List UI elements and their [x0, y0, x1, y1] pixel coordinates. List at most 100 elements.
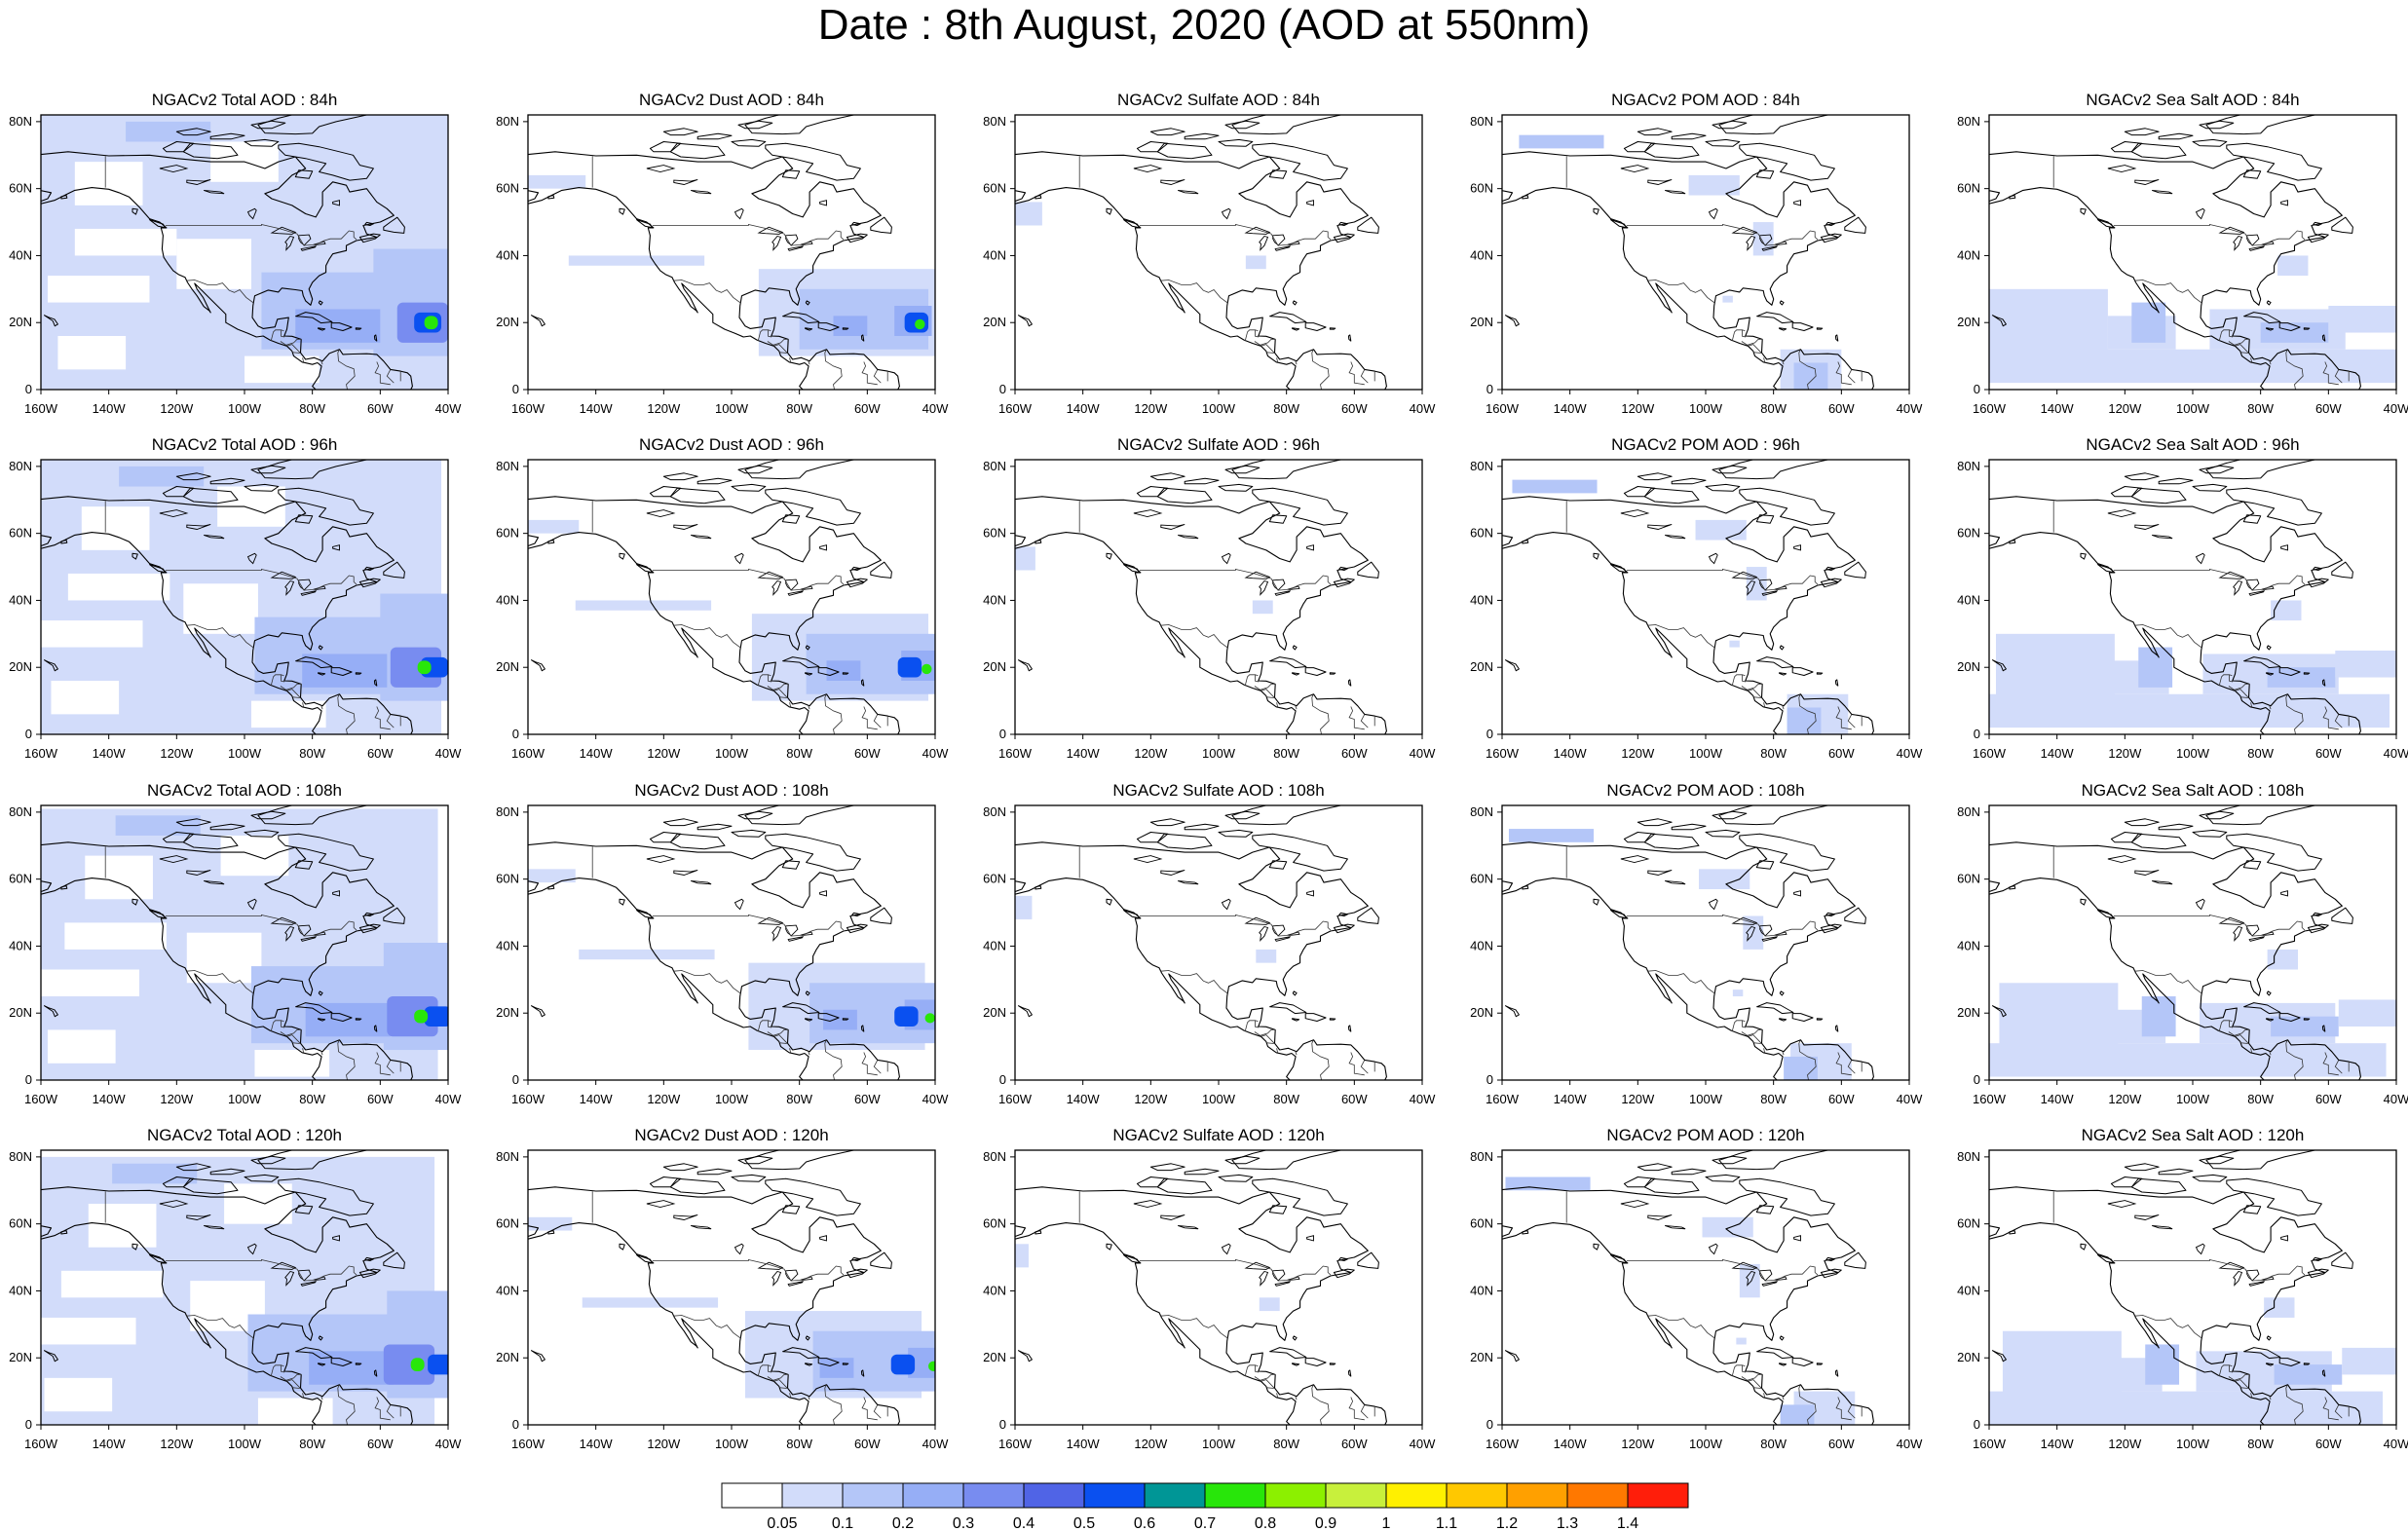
island-outline	[162, 832, 195, 843]
lat-tick-label: 0	[1486, 1417, 1493, 1432]
aod-region	[922, 663, 932, 675]
country-border	[1254, 683, 1276, 691]
country-border	[1782, 1396, 1785, 1400]
island-outline	[662, 1163, 698, 1172]
aod-region	[915, 318, 925, 330]
map-panel: NGACv2 Dust AOD : 96h 0 20N 40N 60N 80N 160W 14…	[496, 435, 949, 761]
lake-outline	[673, 178, 698, 185]
coastline	[1502, 1186, 1874, 1425]
country-border	[1781, 1427, 1791, 1429]
island-outline	[1816, 1018, 1824, 1021]
island-outline	[1136, 486, 1169, 498]
island-outline	[1705, 483, 1741, 492]
island-outline	[1712, 810, 1748, 820]
lake-outline	[1306, 200, 1314, 206]
island-outline	[737, 120, 773, 130]
lake-outline	[819, 544, 827, 551]
aod-map: NGACv2 Dust AOD : 96h 0 20N 40N 60N 80N 160W 14…	[496, 435, 949, 761]
lake-outline	[1178, 879, 1199, 885]
lat-tick-label: 20N	[9, 1005, 32, 1020]
island-outline	[2307, 578, 2329, 588]
island-outline	[1593, 1243, 1599, 1251]
island-outline	[1329, 1363, 1336, 1365]
country-border	[165, 223, 357, 246]
island-outline	[1292, 645, 1298, 651]
lat-tick-label: 40N	[983, 1283, 1006, 1297]
aod-region	[186, 932, 262, 984]
island-outline	[355, 1363, 362, 1365]
lon-tick-label: 120W	[1621, 1437, 1655, 1451]
island-outline	[1106, 552, 1112, 560]
lake-outline	[1665, 189, 1686, 195]
island-outline	[1791, 322, 1814, 331]
lat-tick-label: 40N	[983, 247, 1006, 262]
lon-tick-label: 40W	[2384, 1437, 2408, 1451]
country-border	[652, 914, 845, 937]
island-outline	[1712, 120, 1748, 130]
lat-tick-label: 80N	[1470, 804, 1493, 819]
island-outline	[1184, 823, 1220, 831]
lat-tick-label: 80N	[1957, 804, 1980, 819]
country-border	[779, 696, 787, 698]
country-border	[2229, 1020, 2234, 1028]
country-border	[186, 280, 254, 304]
island-outline	[2307, 1268, 2329, 1279]
island-outline	[737, 810, 773, 820]
island-outline	[278, 1177, 374, 1216]
lat-tick-label: 20N	[496, 315, 519, 329]
lake-outline	[300, 245, 318, 251]
country-border	[281, 1020, 285, 1028]
country-border	[1742, 329, 1747, 338]
aod-region	[528, 869, 576, 883]
aod-map: NGACv2 Total AOD : 96h 0 20N 40N 60N 80N 160W 1…	[9, 435, 462, 761]
aod-region	[2328, 306, 2396, 333]
lake-outline	[787, 1281, 805, 1287]
country-border	[2250, 702, 2252, 707]
map-panel: NGACv2 Dust AOD : 84h 0 20N 40N 60N 80N 160W 14…	[496, 91, 949, 416]
lat-tick-label: 80N	[9, 459, 32, 473]
lake-outline	[1647, 869, 1673, 876]
island-outline	[132, 207, 138, 215]
country-border	[1160, 1315, 1228, 1339]
lon-tick-label: 160W	[24, 746, 58, 761]
aod-region	[1752, 222, 1774, 256]
lat-tick-label: 20N	[1470, 1350, 1493, 1364]
country-border	[1255, 674, 1260, 683]
lake-outline	[332, 200, 340, 206]
country-border	[873, 1060, 882, 1074]
legend-bar: 0.05 0.1 0.2 0.3 0.4 0.5 0.6 0.7 0.8 0.9 1 1.1 1.2 1.…	[721, 1482, 1689, 1531]
island-outline	[1623, 832, 1656, 843]
lon-tick-label: 80W	[299, 746, 325, 761]
lake-outline	[1160, 523, 1185, 530]
island-outline	[2266, 300, 2272, 306]
lon-tick-label: 60W	[367, 746, 394, 761]
lake-outline	[673, 1214, 698, 1220]
lat-tick-label: 0	[999, 727, 1006, 741]
island-outline	[1035, 540, 1042, 544]
island-outline	[1252, 1177, 1348, 1216]
aod-region	[579, 949, 715, 960]
island-outline	[2158, 132, 2194, 140]
island-outline	[132, 898, 138, 906]
island-outline	[1779, 1018, 1787, 1022]
lat-tick-label: 40N	[1957, 938, 1980, 952]
lon-tick-label: 140W	[580, 1437, 614, 1451]
map-panel: NGACv2 Sea Salt AOD : 108h 0 20N 40N 60N 80N 1…	[1957, 781, 2408, 1106]
country-border	[1139, 1258, 1332, 1282]
island-outline	[649, 1176, 682, 1188]
country-border	[807, 1082, 817, 1084]
aod-region	[1252, 600, 1273, 615]
lat-tick-label: 20N	[1957, 1350, 1980, 1364]
country-border	[292, 1387, 300, 1389]
island-outline	[782, 312, 820, 324]
lake-outline	[734, 898, 744, 911]
island-outline	[531, 1350, 546, 1363]
map-panel: NGACv2 Sulfate AOD : 84h 0 20N 40N 60N 80N 160…	[983, 91, 1436, 416]
island-outline	[244, 1174, 280, 1182]
country-border	[292, 352, 300, 354]
lake-outline	[691, 189, 712, 195]
country-border	[1294, 1427, 1304, 1429]
island-outline	[2110, 832, 2143, 843]
lon-tick-label: 60W	[1828, 401, 1855, 416]
lon-tick-label: 140W	[1554, 1092, 1588, 1106]
